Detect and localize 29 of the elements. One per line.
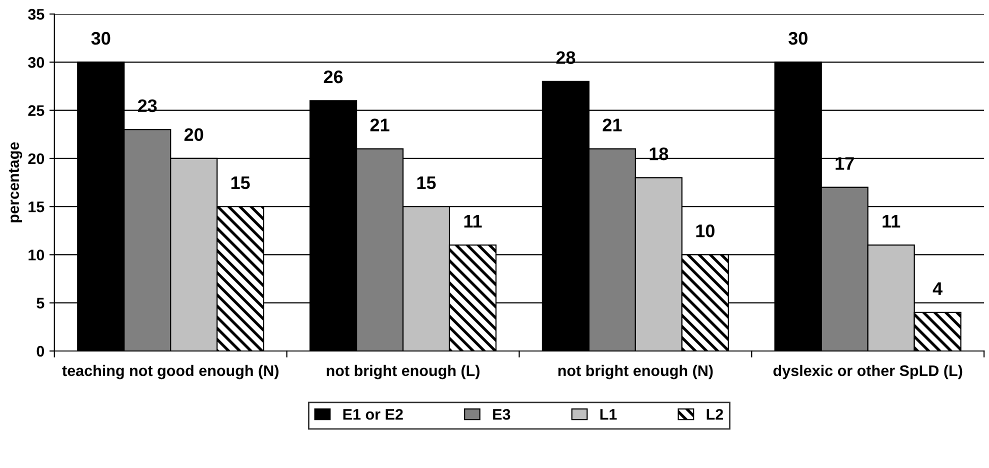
- y-tick-label: 15: [28, 202, 44, 212]
- y-axis-title: percentage: [8, 142, 22, 222]
- legend-label: L2: [706, 408, 724, 420]
- data-label: 20: [184, 128, 204, 141]
- data-label: 21: [370, 118, 390, 132]
- data-label: 11: [464, 215, 482, 228]
- legend-label: E3: [493, 408, 510, 420]
- data-label: 26: [324, 70, 343, 84]
- y-tick-label: 30: [28, 57, 44, 68]
- x-tick-label: teaching not good enough (N): [62, 364, 278, 380]
- data-label: 30: [788, 32, 808, 45]
- x-tick-label: not bright enough (N): [558, 364, 713, 380]
- data-label: 10: [696, 224, 714, 238]
- data-label: 4: [932, 282, 942, 295]
- y-tick-label: 20: [28, 153, 44, 164]
- data-label: 15: [231, 176, 250, 190]
- data-label: 21: [602, 118, 622, 132]
- data-label: 11: [882, 215, 900, 228]
- y-tick-label: 25: [28, 105, 44, 116]
- x-tick-label: dyslexic or other SpLD (L): [773, 364, 962, 380]
- legend-label: L1: [600, 409, 617, 420]
- y-tick-label: 35: [28, 8, 44, 20]
- x-tick-label: not bright enough (L): [326, 364, 480, 380]
- data-label: 30: [91, 32, 110, 45]
- y-tick-label: 10: [28, 250, 44, 260]
- y-tick-label: 0: [36, 346, 44, 357]
- legend-label: E1 or E2: [343, 408, 403, 420]
- data-label: 15: [417, 176, 436, 190]
- y-tick-label: 5: [36, 298, 44, 309]
